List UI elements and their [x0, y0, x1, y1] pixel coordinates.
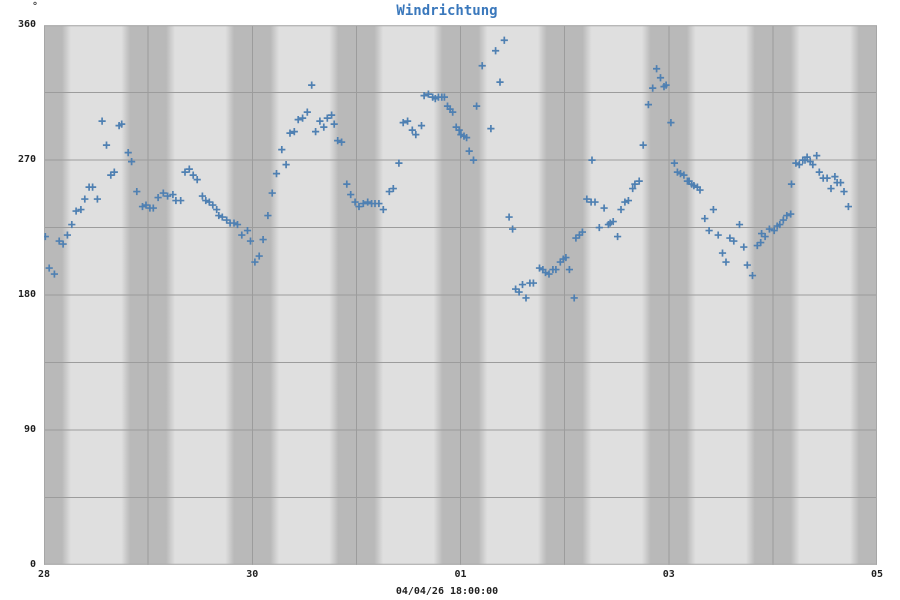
x-tick-label: 28: [37, 569, 51, 580]
scatter-plot: [44, 25, 877, 565]
y-tick-label: 90: [23, 423, 36, 435]
x-tick-label: 05: [870, 569, 884, 580]
y-axis-tick-labels: 360 270 180 90 0: [0, 0, 40, 600]
chart-title: Windrichtung: [396, 3, 498, 19]
x-axis-tick-labels: 28 30 01 03 05: [0, 569, 900, 583]
scatter-points: [44, 36, 852, 302]
y-tick-label: 0: [29, 558, 36, 570]
y-tick-label: 180: [17, 288, 36, 300]
plot-area: [44, 25, 877, 565]
grid: [44, 25, 877, 565]
y-tick-label: 360: [17, 19, 36, 30]
x-tick-label: 01: [454, 569, 467, 580]
x-tick-label: 03: [662, 569, 675, 580]
y-tick-label: 270: [17, 153, 36, 165]
x-tick-label: 30: [246, 569, 259, 580]
timestamp-label: 04/04/26 18:00:00: [395, 586, 499, 597]
y-axis-unit-label: °: [32, 1, 39, 12]
